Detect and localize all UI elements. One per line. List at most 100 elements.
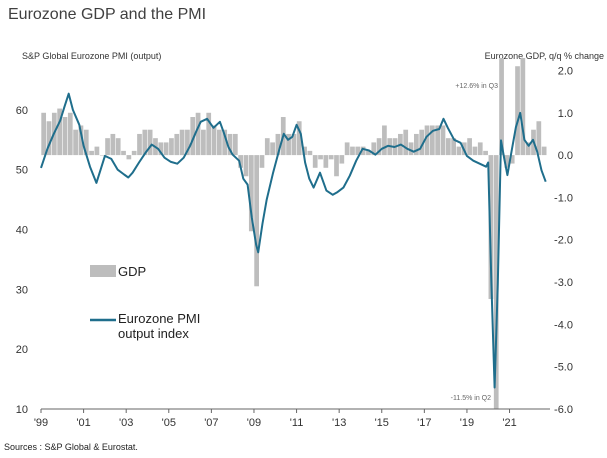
gdp-bar-2016Q2: [408, 142, 414, 156]
gdp-bar-2007Q3: [222, 129, 228, 156]
gdp-bar-2009Q3: [264, 138, 270, 156]
gdp-bar-2009Q2: [259, 155, 265, 168]
gdp-bar-2017Q3: [435, 125, 441, 156]
gdp-bar-2020Q2: [493, 155, 499, 409]
gdp-bar-2019Q3: [477, 142, 483, 156]
gdp-bar-2006Q4: [206, 112, 212, 156]
gdp-bar-2005Q4: [185, 129, 190, 156]
annotation-gdp-high: +12.6% in Q3: [455, 83, 498, 90]
gdp-bar-2018Q1: [445, 138, 451, 156]
gdp-bar-2008Q1: [232, 133, 238, 156]
x-tick-label-'15: '15: [375, 417, 389, 429]
x-tick-label-'09: '09: [247, 417, 261, 429]
gdp-bar-2018Q2: [451, 138, 456, 156]
gdp-bar-2008Q2: [238, 155, 244, 168]
right-tick-2.0: 2.0: [558, 65, 573, 77]
gdp-bar-2002Q2: [110, 133, 116, 156]
x-tick-label-'11: '11: [290, 417, 304, 429]
gdp-bar-2020Q3: [499, 58, 504, 156]
gdp-bar-2017Q2: [429, 125, 435, 156]
x-tick-label-'03: '03: [119, 417, 133, 429]
left-tick-30: 30: [16, 284, 28, 296]
gdp-bar-2016Q3: [413, 133, 419, 156]
gdp-bar-2011Q4: [312, 155, 318, 168]
gdp-bar-2012Q2: [323, 155, 329, 168]
gdp-bar-2011Q3: [307, 150, 313, 156]
gdp-bar-2005Q3: [179, 129, 185, 156]
gdp-bar-2014Q2: [366, 150, 371, 156]
x-tick-label-'13: '13: [332, 417, 346, 429]
x-tick-label-'21: '21: [502, 417, 516, 429]
chart-axes: '99 '01 '03 '05 '07 '09 '11 '13 '15 '17 '19 '21 10 20…: [16, 65, 573, 429]
gdp-bar-2007Q2: [217, 129, 222, 156]
left-tick-40: 40: [16, 225, 28, 237]
right-tick--6.0: -6.0: [554, 404, 573, 416]
gdp-bar-2013Q2: [344, 142, 350, 156]
x-tick-label-'99: '99: [34, 417, 48, 429]
gdp-bar-2019Q4: [483, 150, 488, 156]
right-axis-label: Eurozone GDP, q/q % change: [484, 51, 604, 61]
right-tick--5.0: -5.0: [554, 362, 573, 374]
gdp-bar-2014Q4: [376, 138, 382, 156]
gdp-bar-2003Q3: [137, 133, 142, 156]
gdp-bar-2001Q4: [99, 155, 105, 156]
legend-gdp-swatch: [90, 265, 116, 277]
chart-title: Eurozone GDP and the PMI: [8, 6, 207, 23]
annotation-gdp-low: -11.5% in Q2: [451, 395, 491, 402]
gdp-bar-2002Q3: [115, 138, 121, 156]
x-tick-label-'19: '19: [460, 417, 474, 429]
right-tick-0.0: 0.0: [558, 150, 573, 162]
gdp-bar-2021Q2: [515, 66, 520, 156]
gdp-bar-2007Q1: [211, 125, 217, 156]
gdp-bar-2019Q2: [472, 146, 478, 156]
x-tick-label-'01: '01: [76, 417, 90, 429]
gdp-bar-2004Q1: [147, 129, 153, 156]
legend-pmi-label-line2: output index: [118, 326, 189, 341]
gdp-bar-2001Q2: [89, 150, 94, 156]
gdp-bar-2008Q4: [248, 155, 254, 232]
gdp-bar-2014Q3: [371, 142, 377, 156]
gdp-bar-2015Q1: [382, 125, 387, 156]
gdp-bar-2007Q4: [227, 133, 233, 156]
legend-pmi-label: Eurozone PMI output index: [118, 311, 200, 341]
gdp-bar-2004Q3: [158, 142, 164, 156]
pmi-line: [40, 92, 547, 389]
gdp-bar-2017Q4: [440, 125, 446, 156]
gdp-bar-2010Q3: [286, 133, 291, 156]
gdp-bar-2005Q2: [174, 133, 180, 156]
gdp-bar-2000Q2: [67, 112, 73, 156]
gdp-bar-2013Q4: [355, 146, 361, 156]
gdp-bar-2011Q1: [296, 121, 302, 156]
gdp-bar-2008Q3: [243, 155, 249, 177]
gdp-bar-2012Q1: [318, 155, 323, 160]
gdp-bar-2003Q4: [142, 129, 148, 156]
gdp-bar-2001Q3: [94, 146, 100, 156]
gdp-bar-2022Q3: [541, 146, 547, 156]
gdp-bars: [41, 58, 547, 409]
gdp-bar-2016Q1: [403, 129, 409, 156]
gdp-bar-2014Q1: [360, 146, 366, 156]
gdp-bar-2002Q1: [105, 138, 110, 156]
gdp-bar-2000Q3: [73, 129, 78, 156]
gdp-bar-2019Q1: [467, 138, 472, 156]
gdp-bar-1999Q2: [46, 121, 52, 156]
gdp-bar-2022Q2: [536, 121, 542, 156]
gdp-bar-2009Q1: [254, 155, 259, 287]
gdp-bar-2020Q4: [504, 155, 510, 168]
gdp-bar-1999Q1: [41, 112, 47, 156]
gdp-bar-2013Q3: [350, 146, 355, 156]
right-tick-1.0: 1.0: [558, 108, 573, 120]
left-tick-50: 50: [16, 165, 28, 177]
gdp-bar-2000Q1: [62, 117, 68, 156]
right-tick--4.0: -4.0: [554, 319, 573, 331]
gdp-bar-2010Q4: [291, 133, 297, 156]
gdp-bar-2005Q1: [169, 138, 174, 156]
left-tick-60: 60: [16, 105, 28, 117]
legend-gdp-label: GDP: [118, 264, 146, 279]
legend-pmi-label-line1: Eurozone PMI: [118, 311, 200, 326]
gdp-bar-2000Q4: [78, 125, 84, 156]
gdp-bar-2004Q4: [163, 142, 169, 156]
left-tick-10: 10: [16, 404, 28, 416]
gdp-bar-2018Q3: [456, 146, 462, 156]
gdp-bar-2021Q1: [509, 155, 515, 164]
